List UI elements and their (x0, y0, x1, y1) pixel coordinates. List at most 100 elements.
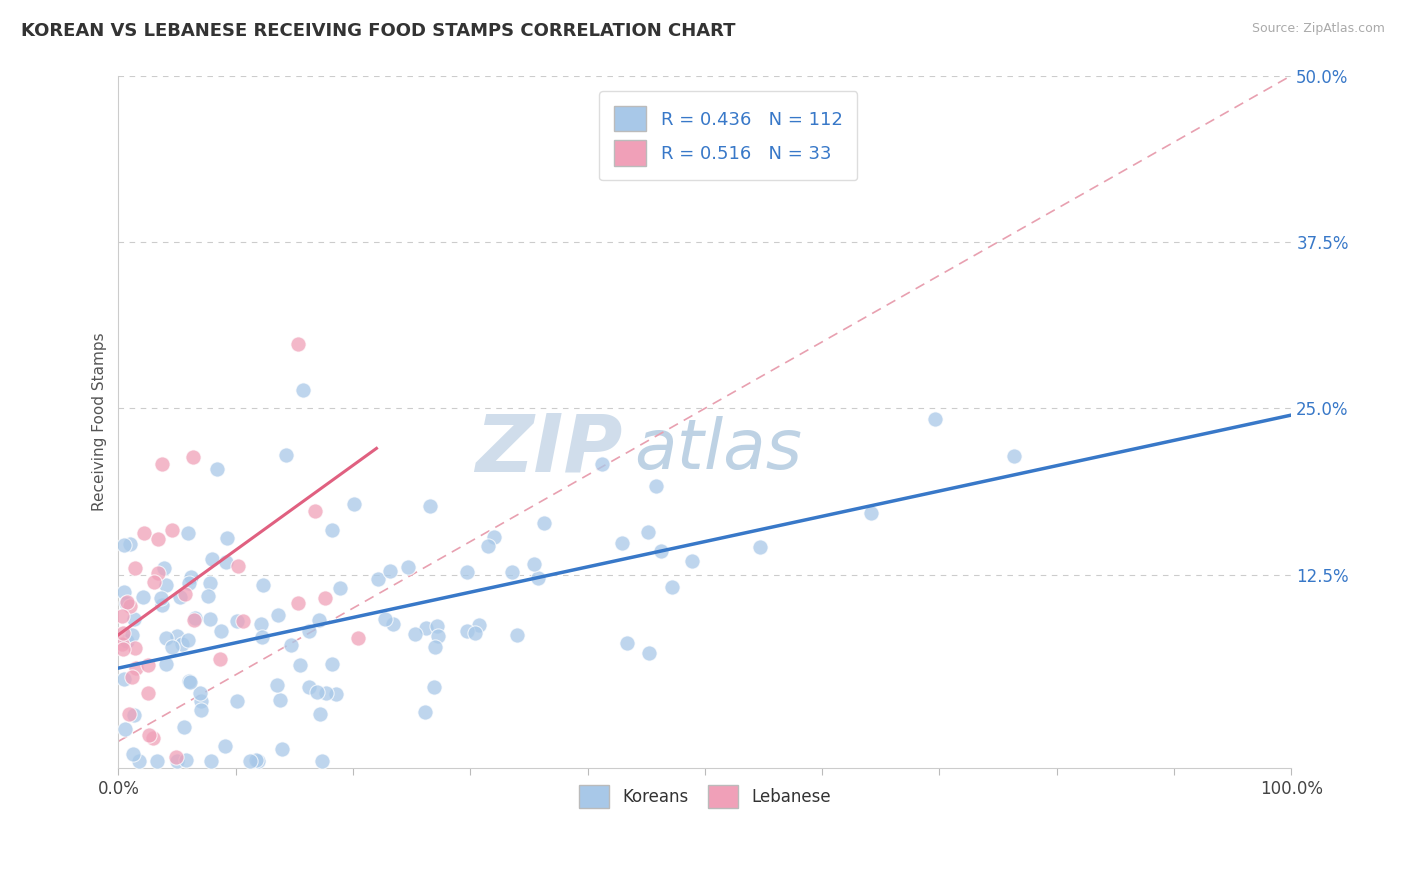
Point (426, 629, 449, 643)
Text: Source: ZipAtlas.com: Source: ZipAtlas.com (1251, 22, 1385, 36)
Point (183, 611, 205, 625)
Point (501, 565, 523, 579)
Point (146, 754, 169, 768)
Point (482, 530, 505, 544)
Point (149, 591, 172, 605)
Point (180, 570, 202, 584)
Point (177, 633, 200, 648)
Point (179, 673, 201, 688)
Point (287, 337, 309, 351)
Point (292, 383, 315, 397)
Point (305, 685, 328, 699)
Point (177, 526, 200, 541)
Point (456, 565, 478, 579)
Point (174, 587, 197, 601)
Point (190, 703, 212, 717)
Point (160, 524, 183, 538)
Point (523, 558, 546, 572)
Point (250, 616, 273, 631)
Point (682, 554, 704, 568)
Point (266, 677, 288, 691)
Point (209, 624, 232, 639)
Point (150, 598, 173, 612)
Point (591, 457, 613, 471)
Point (280, 638, 302, 652)
Point (247, 754, 270, 768)
Point (122, 612, 145, 626)
Point (112, 672, 135, 686)
Point (381, 617, 404, 632)
Point (174, 753, 197, 767)
Point (166, 754, 188, 768)
Point (232, 614, 254, 628)
Point (190, 694, 212, 708)
Point (198, 612, 221, 626)
Point (298, 681, 321, 695)
Point (177, 576, 200, 591)
Point (181, 450, 204, 465)
Point (124, 641, 146, 656)
Point (152, 458, 174, 472)
Point (165, 750, 187, 764)
Point (638, 646, 661, 660)
Point (138, 728, 160, 742)
Point (269, 693, 291, 707)
Point (170, 637, 193, 651)
Point (661, 580, 683, 594)
Point (308, 614, 330, 628)
Point (505, 628, 527, 642)
Point (117, 594, 139, 608)
Point (111, 608, 134, 623)
Text: ZIP: ZIP (475, 410, 623, 489)
Point (124, 707, 146, 722)
Point (287, 596, 309, 610)
Y-axis label: Receiving Food Stamps: Receiving Food Stamps (93, 333, 107, 511)
Point (198, 576, 221, 591)
Point (166, 629, 188, 643)
Point (329, 581, 352, 595)
Point (148, 533, 170, 547)
Point (271, 741, 294, 756)
Point (533, 516, 555, 531)
Point (321, 657, 343, 671)
Point (378, 564, 401, 578)
Point (304, 504, 326, 518)
Point (124, 560, 146, 574)
Point (201, 552, 224, 566)
Point (612, 536, 634, 550)
Point (112, 625, 135, 640)
Point (367, 573, 389, 587)
Point (637, 524, 659, 539)
Point (112, 585, 135, 599)
Point (226, 558, 249, 573)
Point (200, 754, 222, 768)
Point (121, 669, 143, 683)
Point (208, 652, 231, 666)
Point (616, 636, 638, 650)
Point (136, 657, 159, 672)
Point (214, 739, 236, 754)
Point (226, 614, 249, 628)
Point (117, 634, 139, 648)
Point (214, 555, 236, 569)
Point (118, 537, 141, 551)
Point (456, 624, 478, 638)
Point (142, 731, 165, 745)
Point (245, 753, 267, 767)
Point (239, 754, 262, 768)
Point (404, 626, 426, 640)
Point (309, 706, 332, 721)
Point (111, 637, 134, 651)
Point (146, 566, 169, 580)
Point (114, 722, 136, 736)
Point (426, 619, 449, 633)
Point (155, 578, 177, 592)
Point (650, 543, 672, 558)
Point (315, 686, 337, 700)
Point (169, 590, 191, 604)
Point (321, 523, 343, 537)
Point (155, 631, 177, 645)
Point (374, 612, 396, 626)
Point (226, 694, 249, 708)
Point (477, 539, 499, 553)
